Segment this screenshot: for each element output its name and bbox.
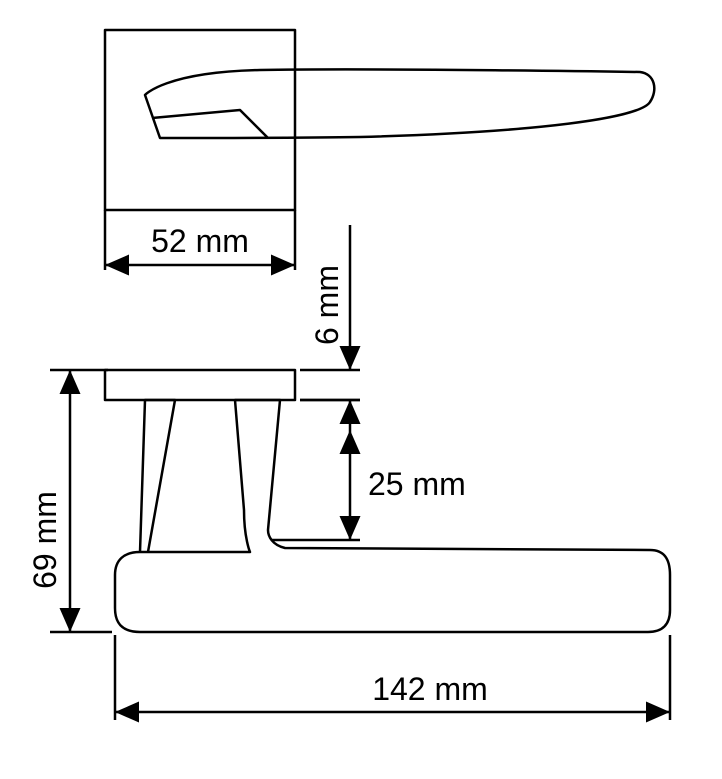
dim-25mm <box>272 400 360 540</box>
top-view <box>105 30 654 210</box>
dim-6mm-label: 6 mm <box>309 265 345 345</box>
dim-25mm-label: 25 mm <box>368 466 466 502</box>
side-post-left <box>140 400 175 552</box>
top-handle-facet <box>152 110 268 138</box>
top-handle-outline <box>145 69 654 138</box>
top-plate <box>105 30 295 210</box>
dim-69mm-label: 69 mm <box>27 491 63 589</box>
side-handle-body <box>115 400 670 632</box>
dim-142mm-label: 142 mm <box>372 671 488 707</box>
side-plate <box>105 370 295 400</box>
dimension-drawing: 52 mm 6 mm 69 mm 25 mm 142 mm <box>0 0 722 779</box>
dim-52mm-label: 52 mm <box>151 223 249 259</box>
